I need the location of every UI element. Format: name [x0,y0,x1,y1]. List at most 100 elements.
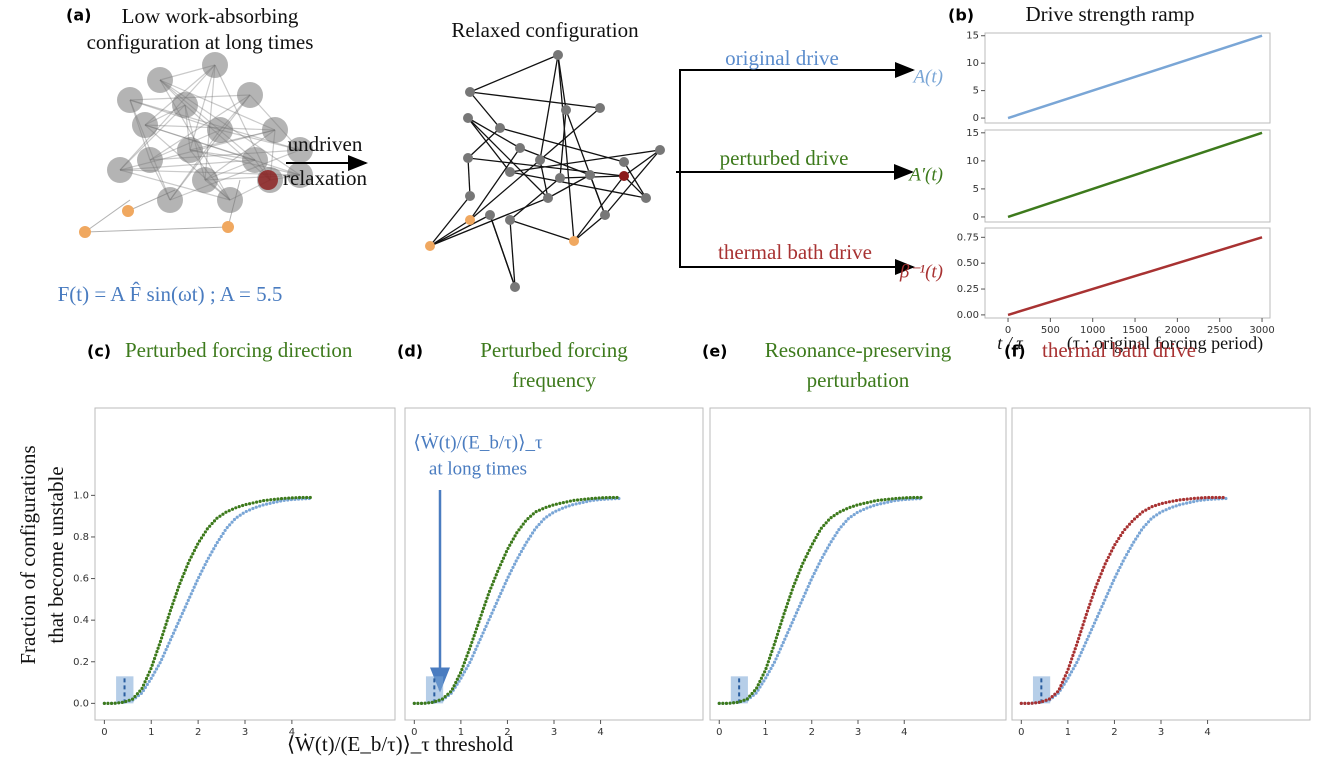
x-tick-label: 3000 [1249,325,1274,336]
node [569,236,579,246]
node [425,241,435,251]
x-tick-label: 4 [1204,727,1210,738]
node [465,215,475,225]
node [122,205,134,217]
panel-label: (c) [87,342,111,361]
edge [204,129,276,181]
edge [509,171,647,199]
edge [149,149,301,161]
edge [469,159,541,221]
node [222,221,234,233]
chart-title: frequency [512,368,596,392]
x-tick-label: 500 [1041,325,1060,336]
node [465,191,475,201]
ramp-line [1007,236,1263,317]
edge [469,91,601,109]
cdf-series [717,496,925,705]
highlight-band [425,676,444,704]
node [619,157,629,167]
cdf-series [412,495,621,705]
chart-title: Perturbed forcing [480,338,628,362]
edge [84,199,131,233]
node [463,153,473,163]
x-tick-label: 0 [716,727,722,738]
y-tick-label: 10 [966,156,979,167]
panel-title: configuration at long times [87,30,314,54]
node [505,215,515,225]
x-tick-label: 2000 [1165,325,1190,336]
x-tick-label: 0 [101,727,107,738]
cdf-series [1019,495,1228,705]
chart-title: thermal bath drive [1042,338,1196,362]
node [600,210,610,220]
x-axis-label: t / τ [997,333,1023,353]
edge [467,157,471,197]
ramp-line [1007,131,1263,219]
node [177,137,203,163]
x-tick-label: 4 [289,727,295,738]
edge [509,219,516,288]
y-axis-label: A′(t) [907,164,943,185]
drive-label: original drive [725,46,839,70]
edge [129,99,221,131]
plot-frame [404,407,704,721]
y-tick-label: 0.25 [957,284,979,295]
edge [169,94,251,201]
edge [557,54,575,242]
y-tick-label: 0.75 [957,232,979,243]
y-axis-label: Fraction of configurations [16,445,40,664]
ramp-line [1007,34,1263,120]
cdf-series [412,496,621,705]
chart-title: perturbation [807,368,910,392]
edge [429,195,471,247]
network-drawing [79,52,313,238]
node [242,147,268,173]
edge [189,64,216,151]
edge [119,169,231,201]
x-tick-label: 3 [551,727,557,738]
edge [573,214,606,242]
node [555,173,565,183]
x-tick-label: 1 [762,727,768,738]
node [553,50,563,60]
edge [604,149,661,216]
x-tick-label: 2 [195,727,201,738]
edge [204,174,301,181]
edge [489,214,516,288]
plot-frame [984,129,1271,223]
node [510,282,520,292]
x-axis-label: (τ : original forcing period) [1067,333,1263,354]
y-tick-label: 1.0 [73,490,89,501]
y-tick-label: 5 [973,86,979,97]
panel-label: (b) [948,6,974,25]
node [535,155,545,165]
node [207,117,233,143]
x-tick-label: 2 [809,727,815,738]
edge [159,79,276,131]
node [485,210,495,220]
node [157,187,183,213]
panel-title: Drive strength ramp [1025,2,1194,26]
edge [589,174,606,216]
panel-label: (d) [397,342,423,361]
edge [539,107,601,161]
edge [84,226,229,233]
node [202,52,228,78]
arrow-label: relaxation [283,166,367,190]
x-tick-label: 4 [597,727,603,738]
y-tick-label: 0.8 [73,532,89,543]
y-tick-label: 5 [973,184,979,195]
edge [119,104,186,171]
node [287,162,313,188]
y-tick-label: 0.0 [73,698,89,709]
y-tick-label: 15 [966,31,979,42]
network-drawing [425,50,665,292]
x-tick-label: 0 [1018,727,1024,738]
edge [169,129,221,201]
plot-frame [984,32,1271,124]
node [595,103,605,113]
edge [509,149,661,173]
highlight-band [1032,676,1051,704]
edge [509,219,575,242]
